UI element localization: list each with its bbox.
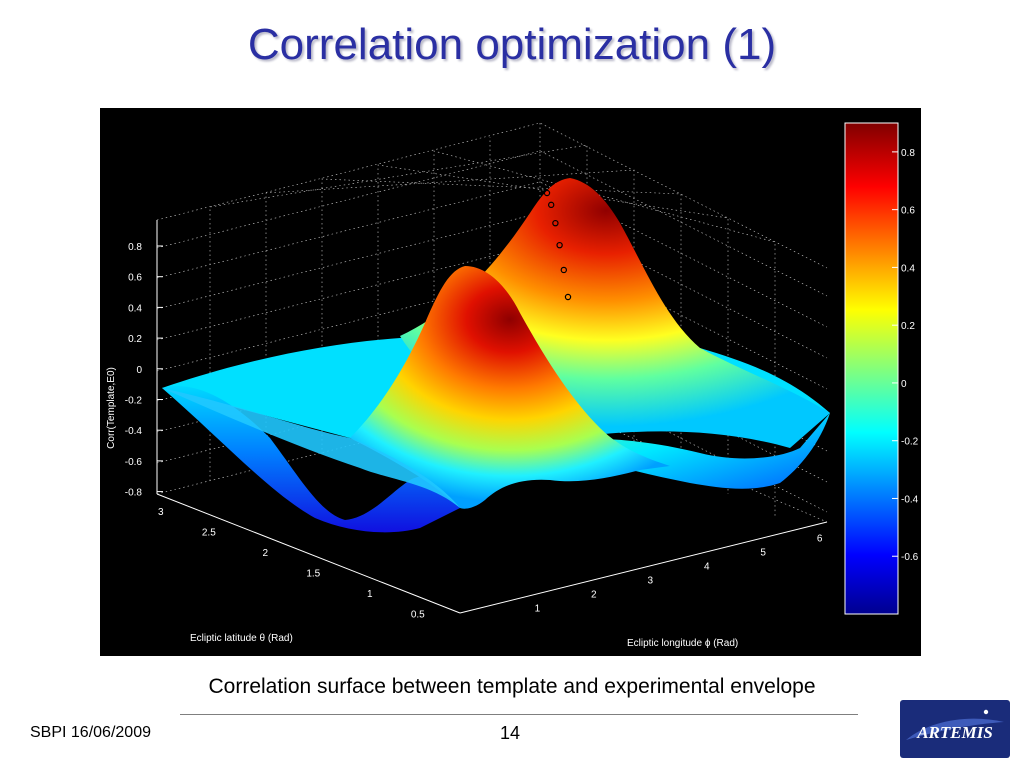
z-tick-label: 0.8 xyxy=(128,242,142,253)
colorbar-tick-label: 0.2 xyxy=(901,321,915,332)
y-axis-label: Ecliptic longitude ϕ (Rad) xyxy=(627,638,738,649)
colorbar-tick-label: 0 xyxy=(901,379,907,390)
x-tick-label: 2 xyxy=(262,548,268,559)
colorbar-tick-label: -0.2 xyxy=(901,437,919,448)
z-tick-label: -0.2 xyxy=(125,396,143,407)
y-tick-label: 3 xyxy=(648,576,654,587)
z-axis-ticks: 0.8 0.6 0.4 0.2 0 -0.2 -0.4 -0.6 -0.8 xyxy=(125,242,163,499)
optimization-marker xyxy=(564,293,572,301)
optimization-marker xyxy=(560,266,567,274)
x-tick-label: 3 xyxy=(158,507,164,518)
colorbar xyxy=(844,122,899,615)
y-axis-ticks: 1 2 3 4 5 6 xyxy=(535,534,823,615)
colorbar-tick-label: 0.8 xyxy=(901,148,915,159)
y-tick-label: 6 xyxy=(817,534,823,545)
z-tick-label: 0.2 xyxy=(128,334,142,345)
colorbar-tick-label: 0.4 xyxy=(901,263,915,274)
surface-plot-canvas: 0.8 0.6 0.4 0.2 0 -0.2 -0.4 -0.6 -0.8 3 2.5 2 1.5 1 0… xyxy=(106,122,919,649)
z-tick-label: 0 xyxy=(136,365,142,376)
y-tick-label: 5 xyxy=(760,548,766,559)
svg-text:ARTEMIS: ARTEMIS xyxy=(916,723,993,742)
x-axis-label: Ecliptic latitude θ (Rad) xyxy=(190,633,293,644)
x-tick-label: 1.5 xyxy=(306,568,320,579)
x-tick-label: 1 xyxy=(367,589,373,600)
artemis-logo: ARTEMIS xyxy=(900,700,1010,758)
z-tick-label: -0.4 xyxy=(125,426,143,437)
colorbar-tick-label: -0.6 xyxy=(901,552,919,563)
x-axis-ticks: 3 2.5 2 1.5 1 0.5 xyxy=(158,507,425,621)
footer-date: SBPI 16/06/2009 xyxy=(30,724,151,741)
optimization-marker xyxy=(543,189,551,197)
slide-title: Correlation optimization (1) xyxy=(247,20,777,69)
z-axis-label: Corr(Template,E0) xyxy=(106,367,117,449)
z-tick-label: 0.4 xyxy=(128,303,142,314)
y-tick-label: 2 xyxy=(591,590,597,601)
figure-caption: Correlation surface between template and… xyxy=(208,675,816,698)
z-tick-label: 0.6 xyxy=(128,273,142,284)
y-tick-label: 1 xyxy=(535,604,541,615)
axes-lines xyxy=(156,220,828,614)
colorbar-ticks: 0.8 0.6 0.4 0.2 0 -0.2 -0.4 -0.6 xyxy=(892,148,919,563)
page-number: 14 xyxy=(499,723,521,743)
footer-divider xyxy=(180,714,858,715)
z-tick-label: -0.6 xyxy=(125,457,143,468)
z-tick-label: -0.8 xyxy=(125,488,143,499)
optimization-markers xyxy=(543,189,572,301)
surface-plot: 0.8 0.6 0.4 0.2 0 -0.2 -0.4 -0.6 -0.8 3 2.5 2 1.5 1 0… xyxy=(100,108,921,656)
colorbar-tick-label: -0.4 xyxy=(901,494,919,505)
colorbar-tick-label: 0.6 xyxy=(901,206,915,217)
x-tick-label: 2.5 xyxy=(202,527,216,538)
correlation-surface xyxy=(162,178,830,533)
x-tick-label: 0.5 xyxy=(411,610,425,621)
optimization-marker xyxy=(556,241,563,249)
optimization-marker xyxy=(548,201,555,209)
optimization-marker xyxy=(552,219,559,227)
y-tick-label: 4 xyxy=(704,562,710,573)
